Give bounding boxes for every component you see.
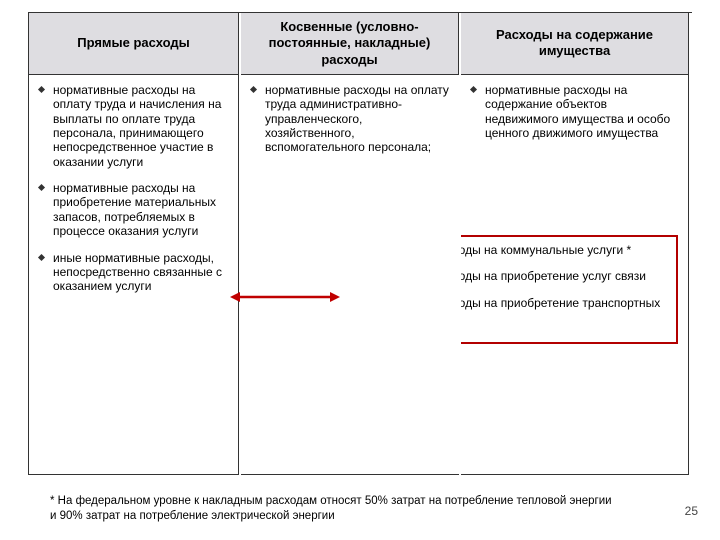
list-item-text: нормативные расходы на приобретение мате…	[53, 181, 216, 238]
overhead-box: нормативные расходы на коммунальные услу…	[461, 235, 678, 345]
col3-list: нормативные расходы на содержание объект…	[467, 83, 680, 141]
header-col3-text: Расходы на содержание имущества	[467, 27, 682, 60]
list-item: нормативные расходы на приобретение тран…	[461, 296, 670, 325]
header-col1: Прямые расходы	[29, 13, 239, 75]
list-item-text: иные нормативные расходы, непосредственн…	[53, 251, 222, 294]
list-item: иные нормативные расходы, непосредственн…	[35, 251, 230, 294]
list-item-text: нормативные расходы на коммунальные услу…	[461, 243, 631, 257]
list-item-text: нормативные расходы на содержание объект…	[485, 83, 670, 140]
list-item-text: нормативные расходы на оплату труда адми…	[265, 83, 449, 155]
slide: Прямые расходы Косвенные (условно-постоя…	[0, 0, 720, 540]
list-item-text: нормативные расходы на оплату труда и на…	[53, 83, 221, 169]
header-col2: Косвенные (условно-постоянные, накладные…	[241, 13, 459, 75]
page-number: 25	[685, 504, 698, 518]
col2-box-list: нормативные расходы на коммунальные услу…	[461, 243, 670, 325]
footnote: * На федеральном уровне к накладным расх…	[50, 494, 620, 524]
list-item-text: нормативные расходы на приобретение услу…	[461, 269, 646, 283]
list-item: нормативные расходы на приобретение мате…	[35, 181, 230, 239]
body-col3: нормативные расходы на содержание объект…	[461, 75, 689, 475]
header-col1-text: Прямые расходы	[77, 35, 190, 51]
header-col3: Расходы на содержание имущества	[461, 13, 689, 75]
list-item-text: нормативные расходы на приобретение тран…	[461, 296, 660, 324]
list-item: нормативные расходы на содержание объект…	[467, 83, 680, 141]
list-item: нормативные расходы на коммунальные услу…	[461, 243, 670, 257]
body-col2: нормативные расходы на оплату труда адми…	[241, 75, 459, 475]
footnote-text: * На федеральном уровне к накладным расх…	[50, 495, 612, 522]
col1-list: нормативные расходы на оплату труда и на…	[35, 83, 230, 294]
expense-table: Прямые расходы Косвенные (условно-постоя…	[28, 12, 692, 475]
header-col2-text: Косвенные (условно-постоянные, накладные…	[247, 19, 452, 68]
list-item: нормативные расходы на оплату труда адми…	[247, 83, 451, 155]
col2-top-list: нормативные расходы на оплату труда адми…	[247, 83, 451, 155]
body-col1: нормативные расходы на оплату труда и на…	[29, 75, 239, 475]
page-number-text: 25	[685, 504, 698, 518]
list-item: нормативные расходы на приобретение услу…	[461, 269, 670, 283]
list-item: нормативные расходы на оплату труда и на…	[35, 83, 230, 169]
